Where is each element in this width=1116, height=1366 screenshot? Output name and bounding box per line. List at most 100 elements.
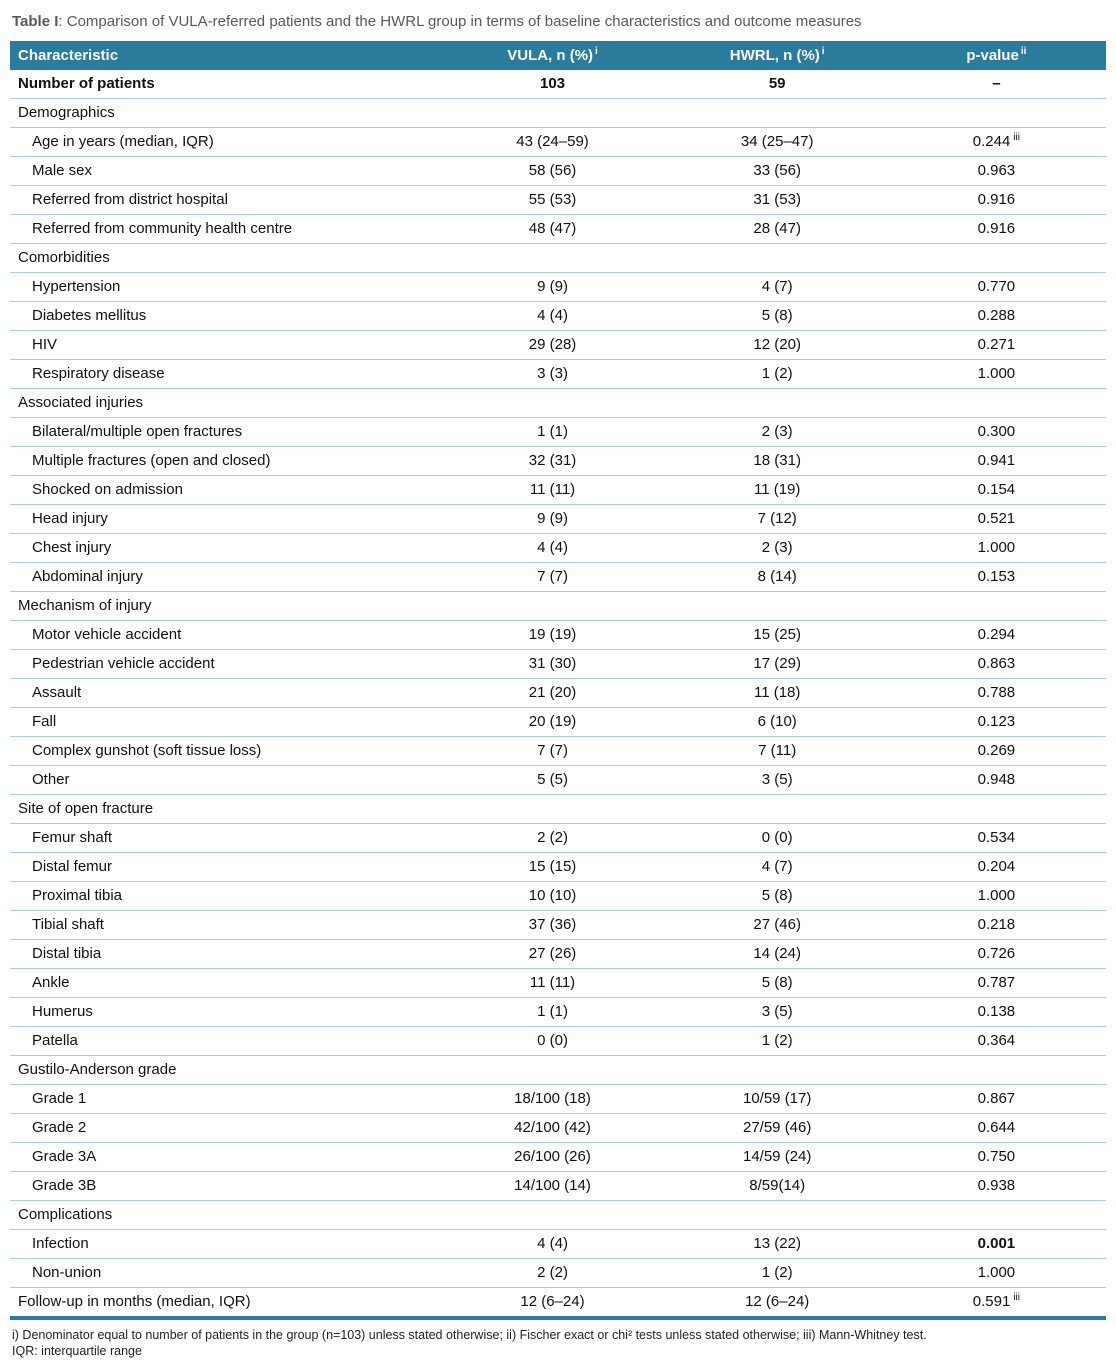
- table-row: Grade 2 42/100 (42) 27/59 (46) 0.644: [10, 1113, 1106, 1143]
- col-header-hwrl-superscript: i: [821, 45, 825, 57]
- table-row: Fall 20 (19) 6 (10) 0.123: [10, 707, 1106, 737]
- vula-value-cell: 19 (19): [437, 620, 668, 650]
- p-value-cell: 1.000: [886, 359, 1106, 389]
- vula-value-cell: 103: [437, 69, 668, 99]
- vula-value-cell: 58 (56): [437, 156, 668, 186]
- col-header-vula: VULA, n (%) i: [437, 40, 668, 70]
- p-value-cell: 0.948: [886, 765, 1106, 795]
- hwrl-value-cell: 33 (56): [667, 156, 887, 186]
- hwrl-value-cell: 11 (18): [667, 678, 887, 708]
- table-row: Distal tibia 27 (26) 14 (24) 0.726: [10, 939, 1106, 969]
- table-head: Characteristic VULA, n (%) i HWRL, n (%) i…: [10, 40, 1106, 70]
- hwrl-value-cell: 17 (29): [667, 649, 887, 679]
- p-value-cell: 0.300: [886, 417, 1106, 447]
- characteristic-cell: Referred from district hospital: [10, 185, 438, 215]
- vula-value-cell: 32 (31): [437, 446, 668, 476]
- col-header-hwrl: HWRL, n (%) i: [667, 40, 887, 70]
- section-label: Complications: [10, 1200, 1106, 1230]
- table-row: Grade 1 18/100 (18) 10/59 (17) 0.867: [10, 1084, 1106, 1114]
- characteristic-cell: Multiple fractures (open and closed): [10, 446, 438, 476]
- table-row: Number of patients 103 59–: [10, 69, 1106, 99]
- hwrl-value-cell: 13 (22): [667, 1229, 887, 1259]
- footnote-tests: i) Denominator equal to number of patien…: [12, 1327, 927, 1342]
- p-value-cell: 0.364: [886, 1026, 1106, 1056]
- characteristic-cell: Head injury: [10, 504, 438, 534]
- p-value-cell: –: [886, 69, 1106, 99]
- characteristic-cell: Assault: [10, 678, 438, 708]
- table-row: Multiple fractures (open and closed) 32 (…: [10, 446, 1106, 476]
- section-row: Mechanism of injury: [10, 591, 1106, 621]
- section-row: Site of open fracture: [10, 794, 1106, 824]
- table-row: Complex gunshot (soft tissue loss) 7 (7) 7…: [10, 736, 1106, 766]
- characteristic-cell: Male sex: [10, 156, 438, 186]
- characteristic-cell: Patella: [10, 1026, 438, 1056]
- hwrl-value-cell: 8 (14): [667, 562, 887, 592]
- hwrl-value-cell: 1 (2): [667, 1258, 887, 1288]
- vula-value-cell: 37 (36): [437, 910, 668, 940]
- p-value-cell: 0.269: [886, 736, 1106, 766]
- vula-value-cell: 11 (11): [437, 475, 668, 505]
- characteristic-cell: Number of patients: [10, 69, 438, 99]
- characteristic-cell: Pedestrian vehicle accident: [10, 649, 438, 679]
- vula-value-cell: 4 (4): [437, 1229, 668, 1259]
- characteristic-cell: Proximal tibia: [10, 881, 438, 911]
- section-label: Mechanism of injury: [10, 591, 1106, 621]
- vula-value-cell: 0 (0): [437, 1026, 668, 1056]
- col-header-hwrl-label: HWRL, n (%): [729, 46, 820, 64]
- characteristic-cell: Non-union: [10, 1258, 438, 1288]
- col-header-vula-superscript: i: [595, 45, 598, 57]
- characteristic-cell: Grade 1: [10, 1084, 438, 1114]
- hwrl-value-cell: 28 (47): [667, 214, 887, 244]
- table-row: Hypertension 9 (9) 4 (7) 0.770: [10, 272, 1106, 302]
- section-label: Gustilo-Anderson grade: [10, 1055, 1106, 1085]
- p-value-cell: 0.963: [886, 156, 1106, 186]
- vula-value-cell: 7 (7): [437, 562, 668, 592]
- table-row: Respiratory disease 3 (3) 1 (2) 1.000: [10, 359, 1106, 389]
- p-value-cell: 0.916: [886, 214, 1106, 244]
- vula-value-cell: 15 (15): [437, 852, 668, 882]
- characteristic-cell: Referred from community health centre: [10, 214, 438, 244]
- hwrl-value-cell: 11 (19): [667, 475, 887, 505]
- p-value-cell: 0.244 iii: [886, 127, 1106, 157]
- hwrl-value-cell: 5 (8): [667, 301, 887, 331]
- p-value-cell: 0.644: [886, 1113, 1106, 1143]
- hwrl-value-cell: 7 (11): [667, 736, 887, 766]
- characteristic-cell: Abdominal injury: [10, 562, 438, 592]
- hwrl-value-cell: 10/59 (17): [667, 1084, 887, 1114]
- characteristic-cell: Grade 3A: [10, 1142, 438, 1172]
- table-row: Grade 3A 26/100 (26) 14/59 (24) 0.750: [10, 1142, 1106, 1172]
- section-label: Demographics: [10, 98, 1106, 128]
- vula-value-cell: 42/100 (42): [437, 1113, 668, 1143]
- section-label: Site of open fracture: [10, 794, 1106, 824]
- hwrl-value-cell: 1 (2): [667, 359, 887, 389]
- p-value-cell: 0.916: [886, 185, 1106, 215]
- hwrl-value-cell: 18 (31): [667, 446, 887, 476]
- characteristic-cell: Humerus: [10, 997, 438, 1027]
- vula-value-cell: 27 (26): [437, 939, 668, 969]
- col-header-characteristic-label: Characteristic: [18, 46, 119, 64]
- vula-value-cell: 21 (20): [437, 678, 668, 708]
- p-value-cell: 0.941: [886, 446, 1106, 476]
- p-value-cell: 0.521: [886, 504, 1106, 534]
- table-row: Proximal tibia 10 (10) 5 (8) 1.000: [10, 881, 1106, 911]
- col-header-characteristic: Characteristic: [10, 40, 438, 70]
- p-value-superscript: iii: [1013, 131, 1020, 143]
- footnote-iqr: IQR: interquartile range: [12, 1344, 142, 1359]
- hwrl-value-cell: 3 (5): [667, 765, 887, 795]
- hwrl-value-cell: 12 (6–24): [745, 1292, 810, 1310]
- table-row: Distal femur 15 (15) 4 (7) 0.204: [10, 852, 1106, 882]
- table-row: Age in years (median, IQR) 43 (24–59) 34 (…: [10, 127, 1106, 157]
- p-value-cell: 0.770: [886, 272, 1106, 302]
- table-row: Referred from district hospital 55 (53) 31…: [10, 185, 1106, 215]
- table-row: Male sex 58 (56) 33 (56) 0.963: [10, 156, 1106, 186]
- vula-value-cell: 20 (19): [437, 707, 668, 737]
- section-row: Associated injuries: [10, 388, 1106, 418]
- table-row: Other 5 (5) 3 (5) 0.948: [10, 765, 1106, 795]
- p-value-cell: 0.218: [886, 910, 1106, 940]
- characteristic-cell: Femur shaft: [10, 823, 438, 853]
- characteristic-cell: Tibial shaft: [10, 910, 438, 940]
- characteristic-cell: Bilateral/multiple open fractures: [10, 417, 438, 447]
- characteristic-cell: Ankle: [10, 968, 438, 998]
- vula-value-cell: 43 (24–59): [437, 127, 668, 157]
- table-row: Follow-up in months (median, IQR) 12 (6–2…: [10, 1287, 1106, 1318]
